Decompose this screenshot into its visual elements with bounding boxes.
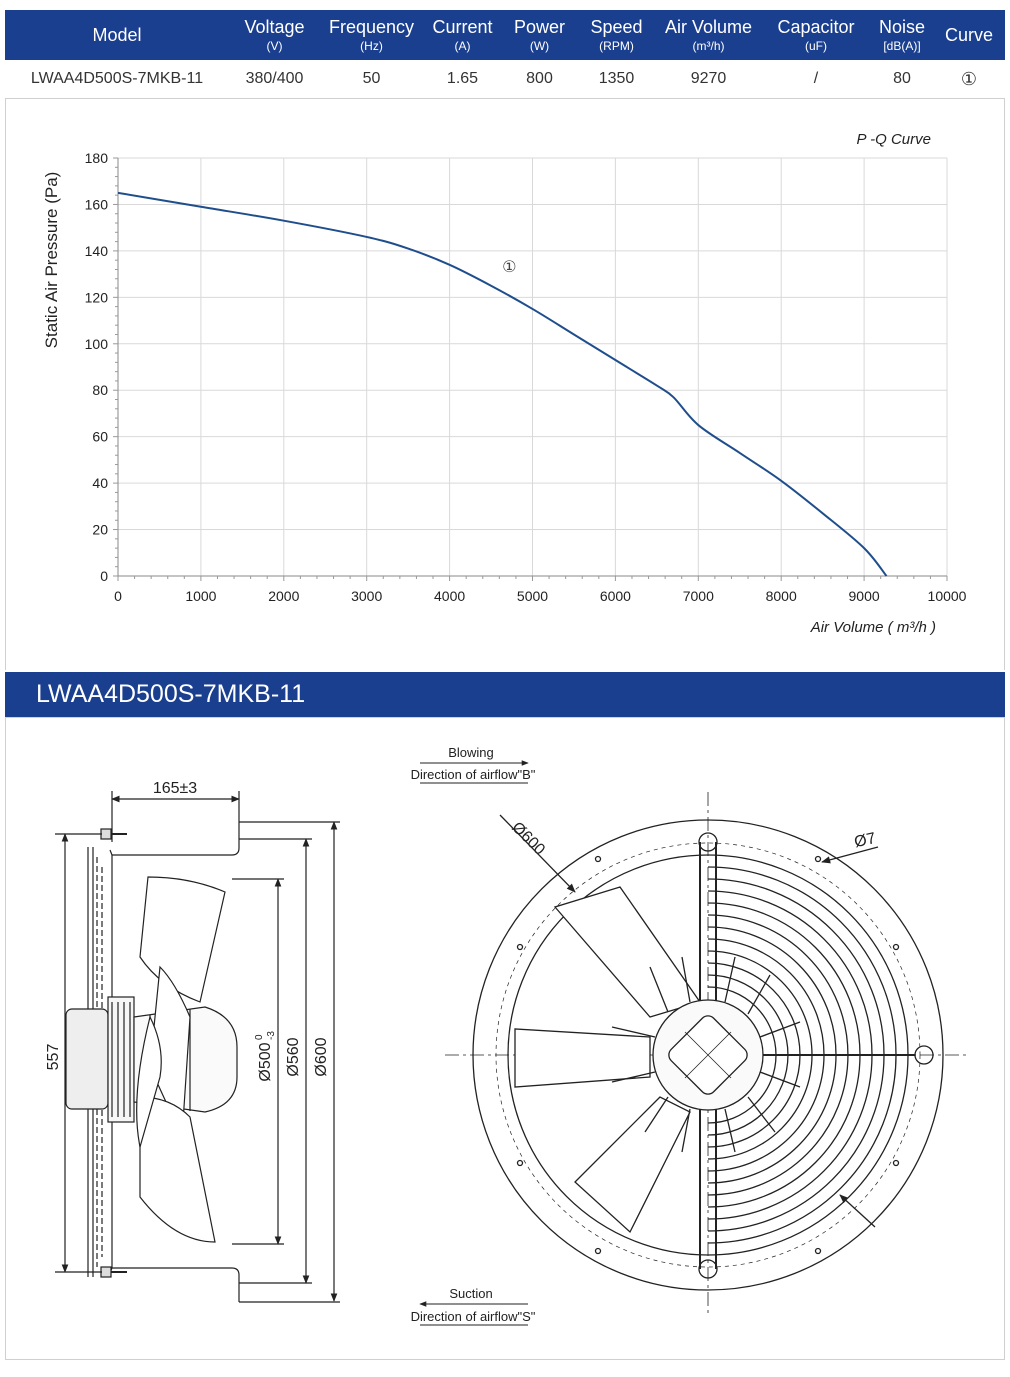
col-power: Power (W) xyxy=(502,10,577,60)
side-view xyxy=(55,791,340,1303)
y-tick-labels: 0 20 40 60 80 100 120 140 160 180 xyxy=(85,150,109,584)
x-tick-label: 8000 xyxy=(766,588,797,604)
pq-chart: 0 1000 2000 3000 4000 5000 6000 7000 8000 9000 100… xyxy=(42,131,967,636)
cell-voltage: 380/400 xyxy=(229,60,320,99)
x-tick-label: 0 xyxy=(114,588,122,604)
suction-direction: Direction of airflow"S" xyxy=(411,1309,536,1324)
col-current: Current (A) xyxy=(423,10,502,60)
col-speed: Speed (RPM) xyxy=(577,10,656,60)
blowing-label: Blowing xyxy=(448,745,494,760)
spec-header-row: Model Voltage (V) Frequency (Hz) Current (A… xyxy=(5,10,1005,60)
chart-grid xyxy=(117,157,948,577)
col-voltage: Voltage (V) xyxy=(229,10,320,60)
front-dia-dimension: Ø600 xyxy=(508,819,548,859)
chart-panel xyxy=(5,98,1005,670)
y-axis-label: Static Air Pressure (Pa) xyxy=(42,172,61,349)
dia-outer-dimension: Ø600 xyxy=(313,1037,330,1076)
x-tick-label: 7000 xyxy=(683,588,714,604)
hole-dimension: Ø7 xyxy=(853,830,878,851)
cell-curve: ① xyxy=(933,60,1005,99)
y-tick-label: 60 xyxy=(92,429,108,445)
cell-power: 800 xyxy=(502,60,577,99)
drawing-panel xyxy=(5,717,1005,1360)
cell-noise: 80 xyxy=(871,60,933,99)
col-model: Model xyxy=(5,10,229,60)
spec-table: Model Voltage (V) Frequency (Hz) Current (A… xyxy=(5,10,1005,99)
technical-drawing: 165±3 557 Ø500 0 -3 Ø560 Ø600 Blowing Di… xyxy=(45,745,970,1326)
y-tick-label: 40 xyxy=(92,475,108,491)
x-tick-label: 4000 xyxy=(434,588,465,604)
y-tick-label: 0 xyxy=(100,568,108,584)
x-tick-label: 3000 xyxy=(351,588,382,604)
series-line xyxy=(117,191,888,577)
x-tick-label: 9000 xyxy=(849,588,880,604)
suction-label: Suction xyxy=(449,1286,492,1301)
col-curve: Curve xyxy=(933,10,1005,60)
col-noise: Noise [dB(A)] xyxy=(871,10,933,60)
y-tick-label: 80 xyxy=(92,382,108,398)
blowing-direction: Direction of airflow"B" xyxy=(411,767,536,782)
cell-current: 1.65 xyxy=(423,60,502,99)
dia-mid-dimension: Ø560 xyxy=(285,1037,302,1076)
dia-inner-tol-upper: 0 xyxy=(254,1034,265,1040)
dia-inner-dimension: Ø500 0 -3 xyxy=(254,1031,277,1082)
col-air-volume: Air Volume (m³/h) xyxy=(656,10,761,60)
x-tick-label: 6000 xyxy=(600,588,631,604)
x-tick-label: 10000 xyxy=(928,588,967,604)
cell-air-volume: 9270 xyxy=(656,60,761,99)
curve-annotation: ① xyxy=(502,257,516,276)
front-view xyxy=(445,792,970,1317)
x-axis-label: Air Volume ( m³/h ) xyxy=(810,619,936,636)
cell-model: LWAA4D500S-7MKB-11 xyxy=(5,60,229,99)
x-tick-label: 2000 xyxy=(268,588,299,604)
cell-speed: 1350 xyxy=(577,60,656,99)
y-tick-label: 120 xyxy=(85,289,109,305)
cell-capacitor: / xyxy=(761,60,871,99)
y-tick-label: 160 xyxy=(85,196,109,212)
chart-title: P -Q Curve xyxy=(857,131,931,148)
chart-series xyxy=(117,191,888,577)
col-capacitor: Capacitor (uF) xyxy=(761,10,871,60)
x-tick-labels: 0 1000 2000 3000 4000 5000 6000 7000 8000 9000 100… xyxy=(114,588,967,604)
dia-inner-label: Ø500 xyxy=(257,1042,274,1081)
mounting-dimension: 557 xyxy=(45,1044,62,1071)
x-tick-label: 5000 xyxy=(517,588,548,604)
col-frequency: Frequency (Hz) xyxy=(320,10,423,60)
y-tick-label: 180 xyxy=(85,150,109,166)
x-tick-label: 1000 xyxy=(185,588,216,604)
y-tick-label: 20 xyxy=(92,522,108,538)
chart-minor-ticks xyxy=(113,157,948,581)
cell-frequency: 50 xyxy=(320,60,423,99)
depth-dimension: 165±3 xyxy=(153,780,197,797)
spec-data-row: LWAA4D500S-7MKB-11 380/400 50 1.65 800 1… xyxy=(5,60,1005,99)
y-tick-label: 140 xyxy=(85,243,109,259)
y-tick-label: 100 xyxy=(85,336,109,352)
model-banner: LWAA4D500S-7MKB-11 xyxy=(5,672,1005,717)
dia-inner-tol-lower: -3 xyxy=(266,1031,277,1040)
